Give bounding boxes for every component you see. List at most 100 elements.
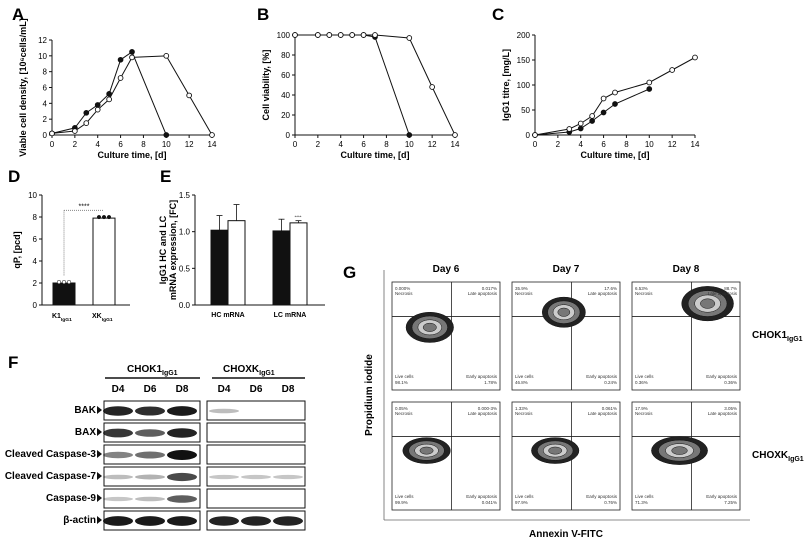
y-tick-label: 50 xyxy=(521,106,530,115)
quadrant-name-ur: Late apoptosis xyxy=(708,411,738,416)
x-tick-label: 8 xyxy=(624,140,629,149)
blot-frame xyxy=(206,466,306,487)
y-tick-label: 0.0 xyxy=(179,301,191,310)
data-point-filled xyxy=(129,49,135,55)
arrow-marker xyxy=(97,428,102,436)
y-tick-label: 150 xyxy=(517,56,531,65)
lane-label: D6 xyxy=(144,384,157,395)
blot-band xyxy=(103,496,133,502)
x-tick-label: 6 xyxy=(361,140,366,149)
x-tick-label: K1IgG1 xyxy=(52,313,72,323)
x-tick-label: 14 xyxy=(451,140,460,149)
replicate-point xyxy=(56,279,62,285)
blot-row-label: BAX xyxy=(75,427,96,438)
blot-band xyxy=(135,496,165,502)
quadrant-name-ul: Necrosis xyxy=(635,411,653,416)
y-axis-label: Propidium iodide xyxy=(364,354,375,436)
group-label: CHOK1IgG1 xyxy=(127,364,178,377)
panel-letter: D xyxy=(8,167,20,186)
quadrant-name-ur: Late apoptosis xyxy=(468,411,498,416)
density-contour xyxy=(700,298,716,309)
panel-letter: A xyxy=(12,5,24,24)
data-point-open xyxy=(315,32,321,38)
y-tick-label: 8 xyxy=(43,68,48,77)
blot-band xyxy=(167,516,197,526)
x-tick-label: 6 xyxy=(601,140,606,149)
quadrant-value-ll: 0.36% xyxy=(635,380,648,385)
quadrant-name-lr: Early apoptosis xyxy=(586,494,618,499)
panel-letter: C xyxy=(492,5,504,24)
y-tick-label: 4 xyxy=(43,99,48,108)
data-point-filled xyxy=(117,56,124,63)
y-tick-label: 6 xyxy=(33,235,38,244)
quadrant-value-lr: 1.78% xyxy=(484,380,497,385)
y-tick-label: 0 xyxy=(33,301,38,310)
data-point-open xyxy=(49,130,55,137)
flow-plot: 1.33%Necrosis 0.061%Late apoptosis Live ce… xyxy=(511,401,621,511)
y-tick-label: 12 xyxy=(38,36,47,45)
y-tick-label: 80 xyxy=(281,51,290,60)
panel-letter: E xyxy=(160,167,171,186)
day-label: Day 8 xyxy=(673,264,700,275)
quadrant-value-ll: 46.8% xyxy=(515,380,528,385)
series-line-open xyxy=(51,55,213,136)
arrow-marker xyxy=(97,406,102,414)
y-tick-label: 100 xyxy=(517,81,531,90)
data-point-open xyxy=(292,32,298,38)
bar xyxy=(52,282,76,306)
lane-label: D4 xyxy=(218,384,231,395)
x-tick-label: 0 xyxy=(293,140,298,149)
significance-label: **** xyxy=(79,203,90,210)
data-point-open xyxy=(326,32,333,38)
blot-band xyxy=(167,428,197,438)
bar xyxy=(272,230,291,306)
quadrant-name-ul: Necrosis xyxy=(515,411,533,416)
blot-band xyxy=(241,474,271,480)
data-point-open xyxy=(94,106,101,113)
x-tick-label: 2 xyxy=(556,140,561,149)
x-tick-label: 12 xyxy=(668,140,677,149)
blot-band xyxy=(167,406,197,416)
blot-band xyxy=(241,516,271,526)
data-point-open xyxy=(117,75,124,81)
quadrant-value-ur: 0.017% xyxy=(482,286,497,291)
y-tick-label: 100 xyxy=(277,31,291,40)
flow-plot: 17.9%Necrosis 3.05%Late apoptosis Live cel… xyxy=(631,401,741,511)
blot-band xyxy=(209,408,239,414)
series-line-open xyxy=(295,34,456,136)
quadrant-value-ur: 0.000-3% xyxy=(478,406,497,411)
data-point-open xyxy=(360,32,367,38)
blot-band xyxy=(103,474,133,480)
data-point-filled xyxy=(612,101,618,107)
quadrant-name-lr: Early apoptosis xyxy=(466,494,498,499)
y-axis-label: Viable cell density, [10⁶cells/mL] xyxy=(18,18,28,156)
quadrant-name-ul: Necrosis xyxy=(515,291,533,296)
day-label: Day 6 xyxy=(433,264,460,275)
quadrant-name-ll: Live cells xyxy=(395,494,414,499)
y-tick-label: 20 xyxy=(281,111,290,120)
x-tick-label: 2 xyxy=(316,140,321,149)
blot-band xyxy=(135,406,165,416)
data-point-open xyxy=(566,126,573,132)
x-tick-label: 2 xyxy=(73,140,78,149)
quadrant-value-ur: 88.7% xyxy=(724,286,737,291)
x-tick-label: 8 xyxy=(141,140,146,149)
quadrant-name-ur: Late apoptosis xyxy=(708,291,738,296)
replicate-point xyxy=(66,279,72,285)
x-tick-label: 10 xyxy=(645,140,654,149)
western-blot-f: F CHOK1IgG1 CHOXKIgG1 D4 D6 D8 D4 D6 D8 BAK BAX Cle… xyxy=(5,353,306,531)
flow-plot: 6.53%Necrosis 88.7%Late apoptosis Live cel… xyxy=(631,281,741,391)
y-tick-label: 0 xyxy=(526,131,531,140)
x-tick-label: 0 xyxy=(50,140,55,149)
y-tick-label: 8 xyxy=(33,213,38,222)
density-contour xyxy=(422,322,437,332)
quadrant-name-ur: Late apoptosis xyxy=(588,291,618,296)
density-contour xyxy=(671,446,688,455)
data-point-open xyxy=(72,128,78,134)
blot-row-label: Caspase-9 xyxy=(46,493,96,504)
y-tick-label: 1.5 xyxy=(179,191,191,200)
blot-band xyxy=(135,451,165,459)
data-point-filled xyxy=(163,132,170,138)
